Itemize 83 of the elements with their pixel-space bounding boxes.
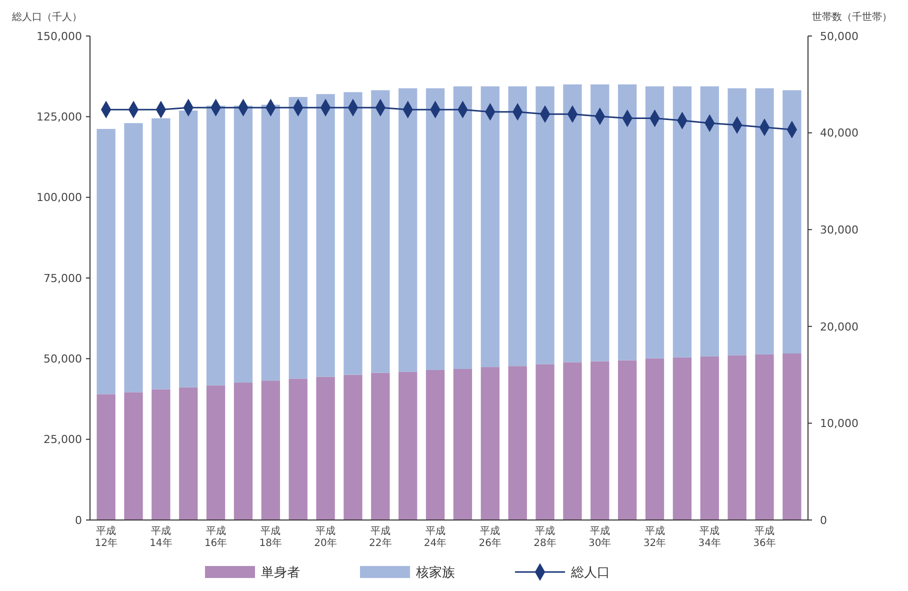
y-tick-label: 150,000 [36,30,82,43]
bar [508,366,527,520]
x-tick-label: 平成 34年 [698,525,721,549]
bar [563,84,582,362]
y2-tick-label: 40,000 [820,126,858,140]
bar [316,94,335,377]
bar [316,376,335,520]
y-tick-label: 25,000 [44,433,82,446]
y2-tick-label: 10,000 [820,417,858,430]
bar [288,96,308,379]
y2-tick-label: 30,000 [820,223,858,236]
x-tick-label: 平成 14年 [150,525,172,549]
bar [426,370,445,520]
bar [96,128,116,394]
bar [206,385,226,520]
x-tick-label: 平成 22年 [369,525,392,549]
bar [234,382,253,520]
bar [179,387,198,520]
x-tick-label: 平成 32年 [643,525,666,549]
y2-tick-label: 50,000 [820,30,858,43]
bar [755,88,774,354]
bar [782,90,802,354]
x-tick-label: 平成 30年 [588,525,612,549]
x-tick-label: 平成 26年 [478,525,502,549]
bar [398,372,418,520]
bar [124,123,143,392]
bar [398,88,418,372]
y-tick-label: 100,000 [36,191,82,204]
bar [152,118,170,390]
bar [480,86,500,368]
bar [124,392,143,520]
bar [782,354,802,520]
bar [645,86,664,358]
x-tick-label: 平成 16年 [204,525,228,549]
bar [371,372,390,520]
bar [536,364,554,520]
bar [261,104,280,381]
bar [590,84,610,362]
bar [96,394,116,520]
y-tick-label: 125,000 [36,110,82,124]
bar [590,361,610,520]
bar [755,354,774,520]
bar [563,362,582,520]
y-tick-label: 50,000 [44,352,82,366]
bar [261,380,280,520]
bar [508,86,527,366]
x-tick-label: 平成 24年 [424,525,447,549]
bar [700,86,719,356]
legend-label: 総人口 [570,566,610,581]
x-tick-label: 平成 18年 [259,525,282,549]
bar [728,88,746,356]
bar [344,92,362,375]
x-tick-label: 平成 28年 [534,525,556,549]
bar [179,110,198,388]
y2-tick-label: 20,000 [820,320,858,334]
x-tick-label: 平成 36年 [753,525,776,549]
y-tick-label: 75,000 [44,272,82,285]
bar [672,86,692,358]
bar [618,84,637,360]
legend-label: 核家族 [415,564,455,581]
x-tick-label: 平成 20年 [314,525,337,549]
bar [645,358,664,520]
bar [152,389,170,520]
bar [344,374,362,520]
bar [480,367,500,520]
y2-axis-title: 世帯数（千世帯） [812,11,892,23]
x-tick-label: 平成 12年 [94,525,118,549]
bar [206,106,226,386]
bar [371,90,390,373]
bar [728,355,746,520]
y2-tick-label: 0 [820,514,827,527]
bar [672,357,692,520]
legend-label: 単身者 [261,566,300,581]
bar [453,368,472,520]
y-tick-label: 0 [75,514,82,527]
bar [700,356,719,520]
bar [453,86,472,369]
y-axis-title: 総人口（千人） [11,11,82,23]
bar [618,360,637,520]
bar [426,88,445,370]
bar [234,106,253,383]
bar [536,86,554,364]
bar [288,378,308,520]
